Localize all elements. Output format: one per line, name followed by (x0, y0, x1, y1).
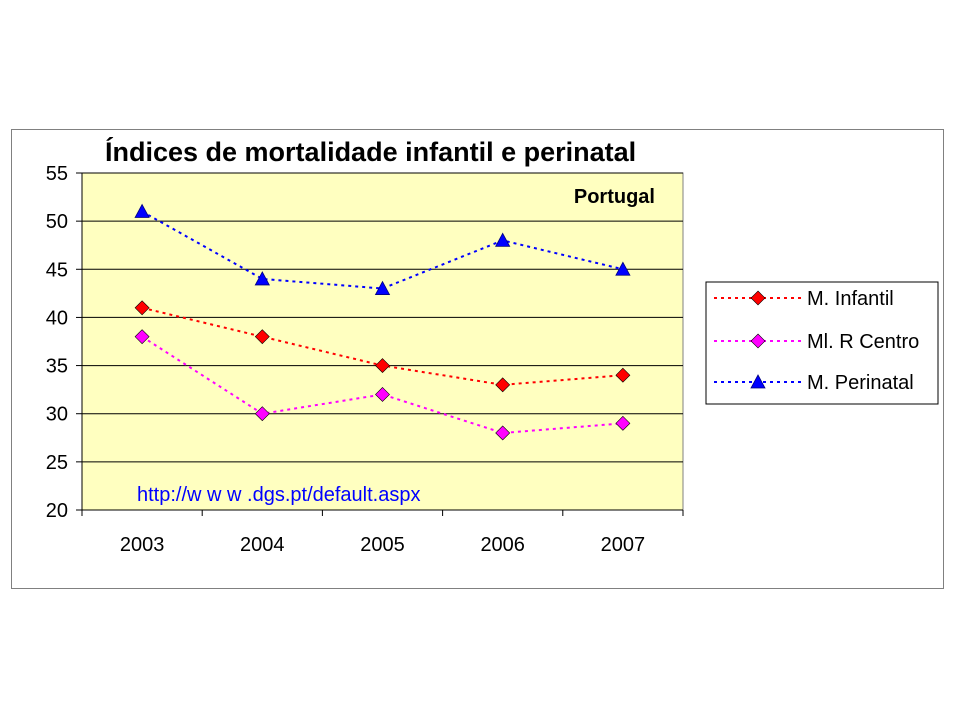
data-point (134, 329, 150, 345)
y-tick-label: 20 (46, 500, 68, 522)
region-label: Portugal (574, 186, 655, 208)
y-tick-label: 45 (46, 259, 68, 281)
data-point (375, 387, 390, 402)
y-tick-label: 35 (46, 356, 68, 378)
series-2 (134, 203, 631, 295)
data-point (495, 232, 511, 247)
data-point (254, 329, 270, 345)
y-tick-label: 25 (46, 452, 68, 474)
x-tick-label: 2004 (240, 534, 285, 556)
legend-marker (750, 333, 766, 349)
y-tick-label: 50 (46, 211, 68, 233)
plot-area (81, 172, 684, 511)
series-0 (134, 300, 631, 393)
legend-label: M. Perinatal (807, 372, 914, 394)
legend-label: M. Infantil (807, 288, 894, 310)
data-point (615, 367, 631, 383)
data-point (254, 406, 270, 422)
series-line (141, 210, 624, 290)
x-tick-label: 2007 (601, 534, 646, 556)
source-url: http://w w w .dgs.pt/default.aspx (137, 484, 420, 506)
chart-title: Índices de mortalidade infantil e perina… (105, 136, 636, 167)
data-point (254, 271, 270, 286)
data-point (495, 377, 511, 393)
data-point (615, 261, 631, 276)
line-chart: Índices de mortalidade infantil e perina… (46, 136, 939, 556)
x-tick-label: 2003 (120, 534, 165, 556)
legend-marker (750, 374, 766, 389)
y-tick-label: 30 (46, 404, 68, 426)
data-point (495, 425, 511, 441)
data-point (615, 415, 631, 431)
y-tick-label: 55 (46, 163, 68, 185)
y-tick-label: 40 (46, 307, 68, 329)
legend: M. Infantil Ml. R Centro M. Perinatal (705, 281, 939, 405)
chart-frame: Índices de mortalidade infantil e perina… (11, 129, 944, 589)
x-tick-label: 2005 (360, 534, 405, 556)
data-point (375, 358, 390, 373)
x-tick-label: 2006 (480, 534, 525, 556)
data-point (374, 280, 391, 295)
data-point (134, 300, 150, 316)
series-1 (134, 329, 631, 441)
legend-box (705, 281, 939, 405)
legend-marker (750, 290, 766, 306)
data-point (134, 203, 150, 218)
legend-label: Ml. R Centro (807, 331, 919, 353)
